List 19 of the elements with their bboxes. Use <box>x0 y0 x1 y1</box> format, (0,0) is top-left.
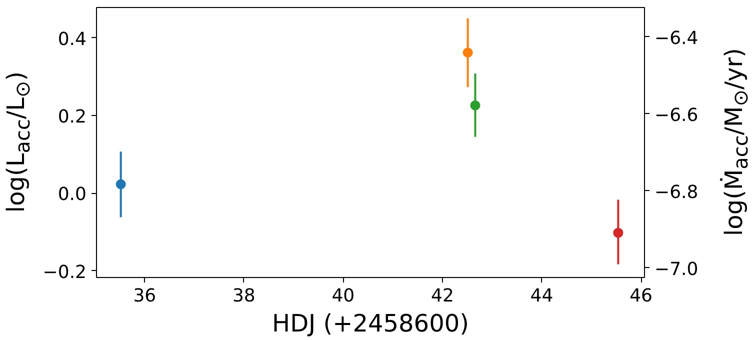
y2-tick-label: −6.8 <box>654 182 698 203</box>
x-tick-label: 42 <box>431 286 454 306</box>
x-axis-title: HDJ (+2458600) <box>272 310 469 338</box>
y-tick-label: 0.4 <box>58 28 87 50</box>
x-tick-label: 46 <box>630 286 652 306</box>
y2-tick-label: −6.6 <box>654 104 698 126</box>
point <box>116 179 126 190</box>
point <box>470 100 480 110</box>
x-tick-label: 40 <box>332 286 355 306</box>
y-tick-label: 0.0 <box>58 184 87 206</box>
x-tick-label: 36 <box>133 286 156 306</box>
point <box>613 228 624 238</box>
x-tick-label: 44 <box>530 286 554 306</box>
y-tick-label: 0.2 <box>58 106 87 128</box>
x-tick-label: 38 <box>232 286 256 306</box>
y2-tick-label: −6.4 <box>654 28 698 49</box>
y2-tick-label: −7.0 <box>654 258 698 280</box>
y-tick-label: −0.2 <box>42 262 87 283</box>
point <box>462 48 473 58</box>
